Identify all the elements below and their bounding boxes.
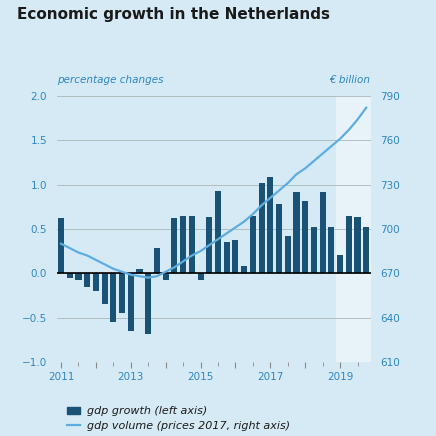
Bar [75, 273, 82, 280]
Bar [128, 273, 134, 331]
Bar [145, 273, 151, 334]
Bar [58, 218, 64, 273]
Bar [206, 218, 212, 273]
Bar [363, 227, 369, 273]
Text: Economic growth in the Netherlands: Economic growth in the Netherlands [17, 7, 330, 21]
Bar [171, 218, 177, 273]
Text: € billion: € billion [330, 75, 371, 85]
Bar [276, 204, 282, 273]
Bar [302, 201, 308, 273]
Bar [311, 227, 317, 273]
Bar [198, 273, 204, 280]
Bar [241, 266, 247, 273]
Bar [328, 227, 334, 273]
Bar [336, 96, 371, 362]
Bar [232, 239, 238, 273]
Bar [180, 216, 186, 273]
Bar [102, 273, 108, 304]
Bar [320, 192, 326, 273]
Bar [215, 191, 221, 273]
Bar [285, 236, 291, 273]
Bar [293, 192, 300, 273]
Bar [163, 273, 169, 280]
Bar [189, 216, 195, 273]
Bar [267, 177, 273, 273]
Legend: gdp growth (left axis), gdp volume (prices 2017, right axis): gdp growth (left axis), gdp volume (pric… [62, 402, 294, 435]
Bar [110, 273, 116, 322]
Bar [67, 273, 73, 278]
Bar [154, 249, 160, 273]
Bar [224, 242, 230, 273]
Text: percentage changes: percentage changes [57, 75, 163, 85]
Bar [354, 218, 361, 273]
Bar [337, 255, 343, 273]
Bar [259, 183, 265, 273]
Bar [93, 273, 99, 291]
Bar [136, 269, 143, 273]
Bar [84, 273, 90, 286]
Bar [119, 273, 125, 313]
Bar [346, 216, 352, 273]
Bar [250, 216, 256, 273]
